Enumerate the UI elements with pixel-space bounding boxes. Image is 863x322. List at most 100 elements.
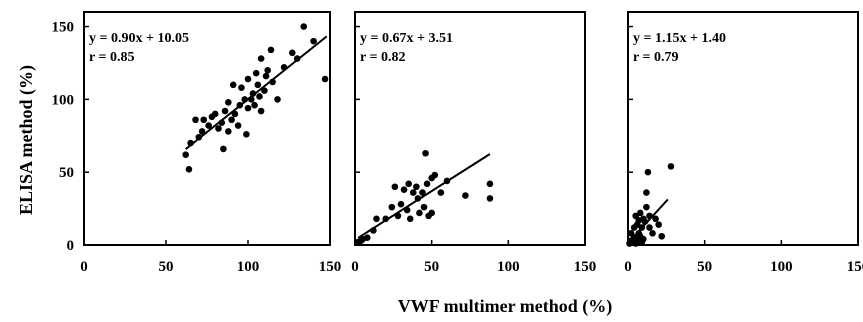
data-point: [373, 215, 380, 223]
correlation-coefficient: r = 0.82: [360, 50, 405, 65]
panel-1: 0 50 100 150 0 50 100 150 y = 0.90x + 10.05 r = 0…: [52, 11, 342, 275]
data-point: [229, 81, 237, 89]
data-point: [225, 98, 232, 106]
data-point: [405, 180, 412, 188]
correlation-coefficient: r = 0.79: [633, 50, 678, 65]
data-point: [221, 107, 229, 115]
data-point: [261, 87, 268, 94]
y-tick-label: 0: [67, 238, 75, 254]
data-point: [256, 93, 263, 100]
y-axis-title: ELISA method (%): [16, 65, 37, 215]
data-point: [363, 234, 371, 242]
data-point: [462, 192, 469, 199]
data-point: [310, 37, 317, 45]
regression-line: [357, 153, 491, 239]
data-point: [205, 122, 212, 129]
data-point: [262, 72, 270, 80]
panel-2: 0 50 100 150 y = 0.67x + 3.51 r = 0.82: [351, 11, 597, 275]
data-point: [416, 209, 423, 217]
data-point: [428, 209, 435, 217]
x-tick-label: 0: [351, 259, 359, 275]
plot-frame: [354, 11, 586, 246]
data-point: [257, 55, 265, 62]
data-point: [300, 23, 308, 30]
data-point: [234, 122, 242, 129]
data-point: [267, 46, 275, 54]
regression-equation: y = 1.15x + 1.40: [633, 31, 726, 46]
data-point: [420, 203, 428, 211]
x-tick-label: 100: [770, 259, 793, 275]
data-point: [413, 183, 420, 191]
data-point: [391, 183, 399, 191]
data-point: [419, 189, 426, 196]
data-point: [643, 203, 650, 211]
data-point: [655, 221, 662, 228]
regression-line: [627, 198, 669, 244]
x-tick-label: 150: [574, 259, 597, 275]
data-point: [238, 84, 245, 92]
panels: 0 50 100 150 0 50 100 150 y = 0.90x + 10.05 r = 0…: [52, 11, 863, 275]
data-point: [274, 96, 281, 103]
data-point: [228, 116, 235, 124]
regression-equation: y = 0.90x + 10.05: [89, 31, 189, 46]
data-point: [431, 171, 439, 179]
x-tick-label: 50: [159, 259, 174, 275]
data-point: [486, 195, 494, 202]
data-point: [422, 149, 429, 157]
data-point: [636, 209, 644, 217]
x-tick-label: 0: [624, 259, 632, 275]
data-point: [644, 168, 652, 176]
data-point: [321, 75, 329, 83]
data-point: [211, 110, 219, 118]
data-point: [652, 215, 659, 223]
data-point: [423, 180, 431, 188]
data-point: [251, 101, 258, 109]
data-point: [409, 189, 417, 196]
data-point: [200, 116, 208, 124]
data-point: [400, 186, 408, 193]
data-point: [192, 116, 199, 124]
x-tick-label: 50: [424, 259, 439, 275]
x-tick-label: 150: [847, 259, 863, 275]
x-tick-label: 100: [497, 259, 520, 275]
data-point: [649, 230, 656, 237]
data-point: [182, 151, 189, 159]
data-point: [658, 232, 666, 240]
data-point: [646, 224, 653, 231]
x-tick-label: 150: [319, 259, 342, 275]
x-axis-title: VWF multimer method (%): [398, 296, 612, 317]
data-point: [406, 215, 414, 223]
data-point: [244, 75, 252, 83]
panel-3: 0 50 100 150 y = 1.15x + 1.40 r = 0.79: [624, 11, 863, 275]
data-point: [254, 81, 262, 89]
data-point: [640, 235, 647, 243]
data-point: [215, 125, 222, 132]
data-point: [252, 69, 260, 77]
plot-frame: [83, 11, 331, 246]
regression-line: [185, 35, 328, 150]
data-point: [198, 128, 206, 135]
data-point: [244, 104, 252, 112]
data-point: [220, 145, 227, 153]
data-point: [486, 180, 494, 188]
data-point: [643, 189, 650, 196]
data-point: [185, 165, 193, 173]
data-point: [388, 203, 396, 211]
x-tick-label: 100: [237, 259, 260, 275]
data-point: [288, 49, 296, 57]
data-point: [243, 131, 250, 138]
data-point: [225, 128, 232, 135]
y-tick-label: 50: [59, 165, 74, 181]
x-tick-label: 50: [697, 259, 712, 275]
data-point: [264, 66, 271, 74]
data-point: [257, 107, 265, 115]
data-point: [437, 189, 445, 196]
x-tick-label: 0: [80, 259, 88, 275]
regression-equation: y = 0.67x + 3.51: [360, 31, 453, 46]
data-point: [397, 200, 405, 208]
plot-frame: [627, 11, 859, 246]
correlation-coefficient: r = 0.85: [89, 50, 134, 65]
y-tick-label: 150: [52, 20, 75, 36]
y-tick-label: 100: [52, 92, 75, 108]
